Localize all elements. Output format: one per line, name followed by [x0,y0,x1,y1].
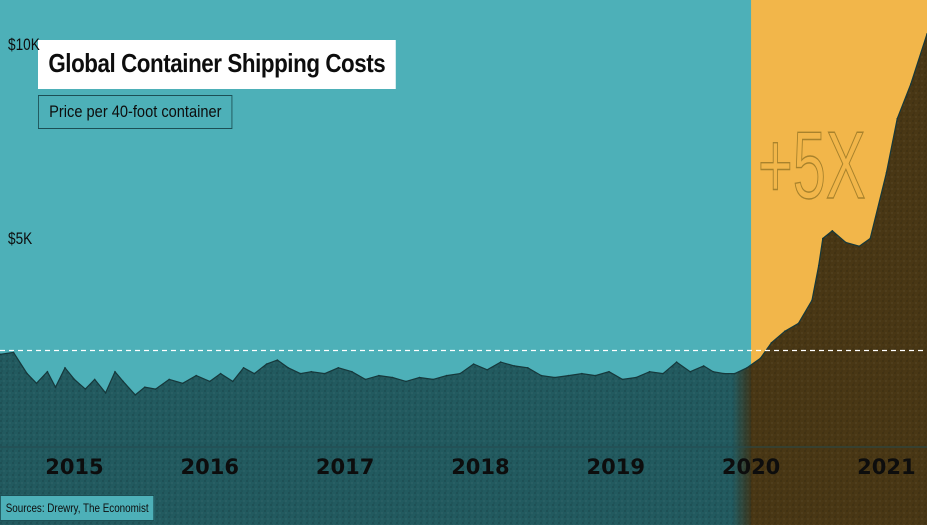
data-point [845,241,847,244]
data-point [0,353,1,356]
data-point [168,378,170,381]
data-point [608,370,610,373]
data-point [324,372,326,375]
data-point [265,363,268,365]
data-point [635,376,637,379]
data-point [567,374,570,377]
data-point [253,372,256,375]
data-point [84,388,87,390]
data-point [822,237,824,240]
data-point [209,380,211,383]
data-point [391,376,394,379]
data-point [811,299,813,302]
data-point [219,372,222,375]
data-point [104,392,107,394]
data-point [73,378,76,381]
data-point [712,370,714,373]
data-point [858,245,861,247]
y-tick-label-10k: $10K [8,35,40,55]
data-point [35,382,38,385]
x-tick-label-2020: 2020 [722,455,780,479]
data-point [12,351,15,354]
data-point [499,361,502,363]
data-point [351,370,353,373]
data-point [405,380,407,383]
y-tick-label-5k: $5K [8,228,33,248]
data-point [885,172,888,174]
chart-subtitle: Price per 40-foot container [38,95,233,129]
data-point [621,378,624,381]
data-point [770,342,773,344]
data-point [662,372,664,375]
data-point [195,374,197,377]
data-point [337,367,340,369]
data-point [144,386,146,389]
data-point [734,372,736,375]
x-tick-label-2015: 2015 [45,455,103,479]
data-point [486,369,489,371]
data-point [93,378,96,381]
chart-title: Global Container Shipping Costs [38,40,396,89]
data-point [831,230,834,232]
data-point [54,386,57,389]
data-point [134,394,137,396]
cost-area-texture [0,33,927,525]
x-tick-label-2017: 2017 [316,455,374,479]
data-point [689,370,691,373]
x-tick-label-2018: 2018 [451,455,509,479]
data-point [287,367,290,369]
data-point [797,322,800,325]
data-point [540,374,543,377]
x-tick-label-2016: 2016 [181,455,239,479]
data-point [746,367,748,369]
data-point [364,378,367,381]
data-point [432,378,434,381]
data-point [723,372,725,375]
data-point [378,374,380,377]
data-point [513,365,515,367]
data-point [46,370,49,373]
data-point [527,367,529,369]
source-note: Sources: Drewry, The Economist [0,495,155,521]
data-point [581,372,583,375]
data-point [817,264,820,267]
data-point [594,374,597,377]
annotation-five-times: +5X [758,111,866,218]
data-point [675,361,678,363]
data-point [276,359,279,361]
data-point [181,382,184,385]
data-point [445,374,448,377]
data-point [702,365,705,367]
data-point [784,330,786,333]
x-tick-label-2021: 2021 [857,455,915,479]
x-tick-label-2019: 2019 [587,455,645,479]
data-point [299,372,302,375]
data-point [648,370,651,373]
data-point [459,372,461,375]
data-point [26,372,28,375]
data-point [472,363,475,365]
data-point [114,370,116,373]
data-point [310,370,313,373]
data-point [154,388,157,390]
data-point [896,118,898,120]
data-point [122,380,124,383]
data-point [869,237,871,240]
data-point [232,380,234,383]
data-point [64,367,66,369]
data-point [418,376,421,379]
data-point [554,376,556,379]
data-point [242,367,245,369]
data-point [759,357,762,360]
data-point [910,83,912,85]
